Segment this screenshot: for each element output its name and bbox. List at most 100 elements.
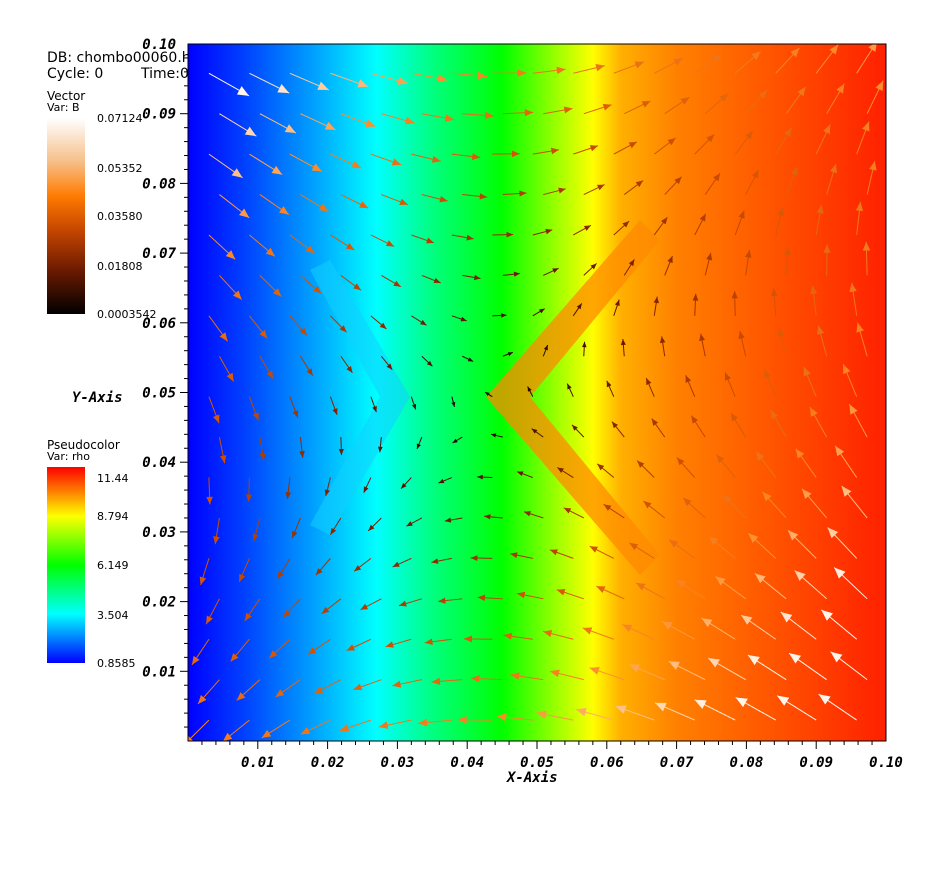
vector-arrow-head xyxy=(346,644,355,651)
vector-arrow-head xyxy=(583,225,591,231)
vector-arrow-head xyxy=(477,71,487,80)
vector-arrow-head xyxy=(479,193,488,200)
vector-arrow-head xyxy=(372,405,377,413)
db-label: DB: chombo00060.hdf xyxy=(47,50,205,66)
vector-arrow-head xyxy=(651,418,659,426)
vector-arrow-head xyxy=(603,504,612,511)
vector-arrow-head xyxy=(386,363,393,370)
vector-arrow-head xyxy=(581,341,587,348)
reconnection-wedge xyxy=(486,220,660,575)
vector-arrow-head xyxy=(589,145,599,152)
vector-arrow-head xyxy=(259,329,268,339)
vector-arrow-head xyxy=(614,299,620,307)
vector-arrow-head xyxy=(596,184,605,191)
vector-arrow-head xyxy=(646,378,652,386)
vector-arrow-head xyxy=(741,615,753,625)
vector-arrow-head xyxy=(764,369,771,379)
y-tick-label: 0.01 xyxy=(142,664,176,680)
vector-arrow-head xyxy=(597,463,605,471)
vector-arrow-head xyxy=(667,138,676,146)
x-tick-label: 0.02 xyxy=(311,755,345,771)
vector-arrow-head xyxy=(636,582,646,591)
vector-arrow-head xyxy=(477,474,483,480)
vector-arrow-head xyxy=(747,655,760,666)
vector-arrow-head xyxy=(283,609,291,618)
vector-arrow-head xyxy=(391,158,402,166)
vector-arrow-head xyxy=(527,386,532,392)
vector-arrow-head xyxy=(279,206,289,215)
vector-arrow-head xyxy=(694,699,707,709)
vector-arrow-head xyxy=(259,453,266,461)
vector-arrow-head xyxy=(868,160,877,171)
vector-arrow-head xyxy=(637,460,645,468)
vector-arrow-head xyxy=(699,333,706,342)
vector-arrow-head xyxy=(622,624,633,633)
vector-arrow-head xyxy=(496,713,507,722)
vector-arrow-head xyxy=(762,491,772,502)
vector-arrow-head xyxy=(511,150,520,158)
vector-arrow-head xyxy=(654,702,667,712)
vector-arrow-head xyxy=(862,241,871,251)
vector-arrow-head xyxy=(324,489,330,497)
vector-arrow-head xyxy=(596,586,606,593)
vector-arrow-head xyxy=(836,83,845,94)
vector-arrow-head xyxy=(735,697,748,708)
vector-arrow-head xyxy=(849,282,857,293)
vector-arrow-head xyxy=(506,231,514,238)
vector-arrow-head xyxy=(269,650,278,659)
vector-arrow-head xyxy=(549,669,560,678)
vector-arrow-head xyxy=(299,327,307,336)
vector-arrow-head xyxy=(716,454,725,464)
vector-arrow-head xyxy=(712,54,722,63)
vector-arrow-head xyxy=(197,694,207,704)
vector-arrow-head xyxy=(706,134,715,143)
vector-arrow-head xyxy=(357,79,369,88)
vector-arrow-head xyxy=(252,533,259,542)
vector-arrow-head xyxy=(225,250,236,260)
vector-arrow-head xyxy=(275,689,285,698)
vector-arrow-head xyxy=(722,494,732,504)
vector-arrow-head xyxy=(377,446,383,453)
vector-arrow-head xyxy=(339,724,350,732)
vector-arrow-head xyxy=(606,380,612,388)
vector-arrow-head xyxy=(868,44,877,52)
vector-arrow-head xyxy=(399,198,408,206)
vector-arrow-head xyxy=(507,352,513,356)
vector-arrow-head xyxy=(426,237,434,244)
vector-arrow-head xyxy=(531,428,538,434)
vector-arrow-head xyxy=(426,360,433,367)
vector-arrow-head xyxy=(317,81,329,90)
vector-arrow-head xyxy=(230,653,239,662)
vector-arrow-head xyxy=(360,603,368,610)
vector-arrow-head xyxy=(725,372,731,381)
vector-arrow-head xyxy=(777,695,790,706)
vector-arrow-head xyxy=(817,325,825,335)
vector-arrow-head xyxy=(223,732,233,741)
vector-legend-tick: 0.03580 xyxy=(97,210,143,223)
y-axis-title: Y-Axis xyxy=(72,390,123,406)
vector-arrow-head xyxy=(510,552,518,559)
y-tick-label: 0.08 xyxy=(142,176,176,192)
vector-arrow-head xyxy=(324,121,336,130)
vector-arrow-head xyxy=(363,486,369,493)
vector-arrow-head xyxy=(661,621,673,630)
vector-legend-tick: 0.01808 xyxy=(97,260,143,273)
vector-arrow-head xyxy=(313,285,322,294)
vector-arrow-head xyxy=(385,240,395,247)
vector-arrow-head xyxy=(431,677,441,685)
vector-arrow-head xyxy=(751,169,759,179)
vector-arrow-head xyxy=(629,542,639,551)
vector-arrow-head xyxy=(353,283,361,291)
vector-arrow-head xyxy=(404,116,415,125)
vector-arrow-head xyxy=(252,412,259,421)
vector-arrow-head xyxy=(669,539,679,548)
vector-arrow-head xyxy=(589,667,600,675)
vector-arrow-head xyxy=(321,606,330,614)
vector-arrow-head xyxy=(713,173,721,182)
vector-arrow-head xyxy=(330,527,337,535)
vector-arrow-head xyxy=(676,457,685,466)
y-tick-label: 0.04 xyxy=(142,455,176,471)
reconnection-wedge-left xyxy=(310,260,410,535)
vector-arrow-head xyxy=(319,203,329,212)
